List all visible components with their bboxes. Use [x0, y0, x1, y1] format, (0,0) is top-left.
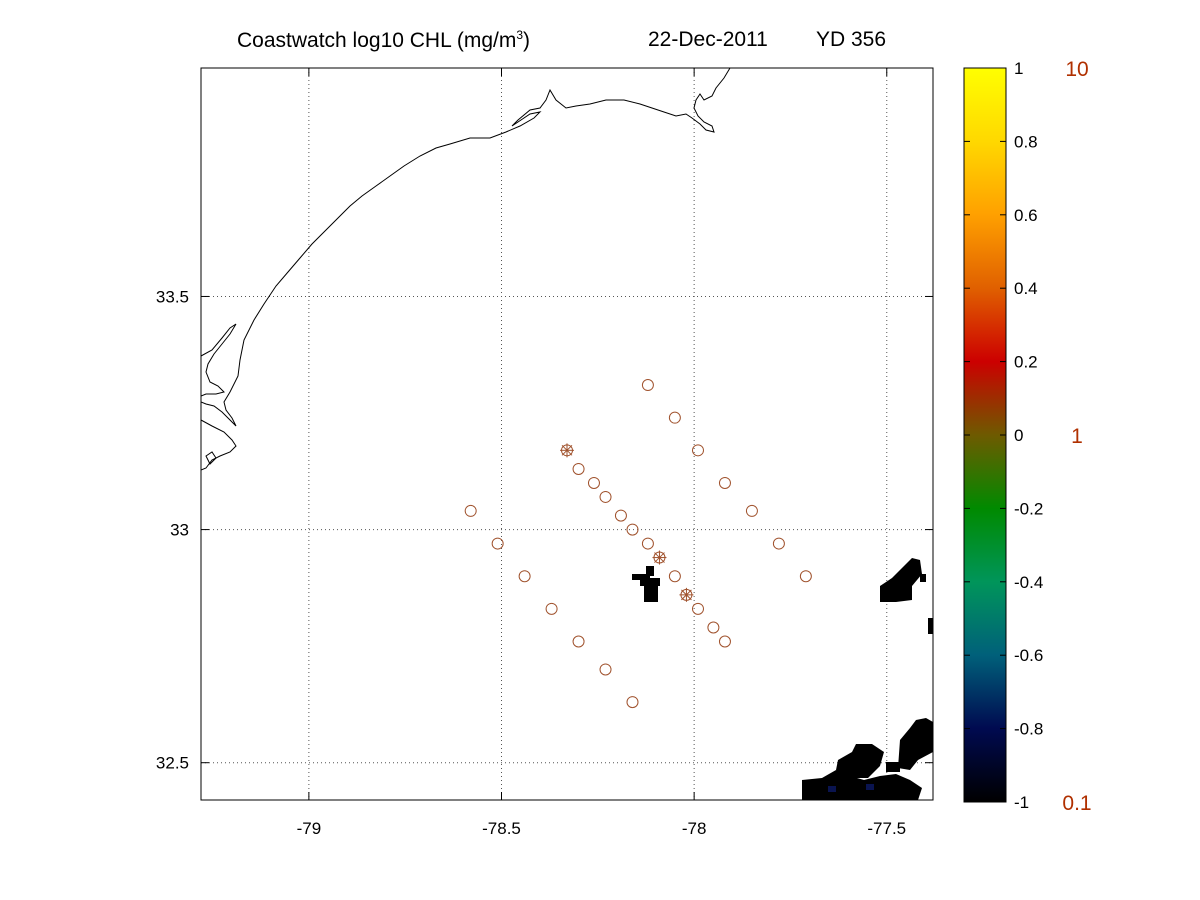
station-star-marker — [652, 550, 667, 565]
colorbar-concentration-label: 1 — [1071, 425, 1083, 448]
colorbar-concentration-label: 10 — [1065, 58, 1088, 81]
station-circle-marker — [518, 570, 531, 583]
grid-lines — [201, 68, 933, 800]
coastline-lower — [201, 419, 237, 471]
y-tick-label: 32.5 — [156, 754, 189, 773]
station-circle-marker — [626, 523, 639, 536]
x-tick-label: -78 — [682, 819, 707, 838]
station-star-marker — [679, 587, 694, 602]
station-circle-marker — [707, 621, 720, 634]
station-circle-marker — [641, 537, 654, 550]
land-mask-pixels — [632, 558, 933, 800]
station-circle-marker — [668, 411, 681, 424]
station-circle-marker — [772, 537, 785, 550]
coastline-island — [205, 451, 217, 465]
colorbar-tick-label: -0.8 — [1014, 720, 1043, 739]
station-circle-marker — [572, 462, 585, 475]
colorbar-tick-label: 0 — [1014, 426, 1023, 445]
colorbar-tick-label: -0.2 — [1014, 499, 1043, 518]
station-circle-marker — [799, 570, 812, 583]
station-circle-marker — [626, 696, 639, 709]
colorbar-tick-label: 1 — [1014, 59, 1023, 78]
station-circle-marker — [599, 490, 612, 503]
colorbar-tick-label: -1 — [1014, 793, 1029, 812]
x-tick-label: -78.5 — [482, 819, 521, 838]
station-circle-marker — [599, 663, 612, 676]
station-markers — [464, 379, 812, 709]
colorbar — [963, 67, 1007, 803]
title-unit-superscript: 3 — [516, 28, 524, 42]
x-tick-label: -77.5 — [867, 819, 906, 838]
chart-title: Coastwatch log10 CHL (mg/m3) — [237, 28, 530, 53]
coastline — [201, 68, 731, 427]
station-circle-marker — [718, 476, 731, 489]
colorbar-tick-label: -0.6 — [1014, 646, 1043, 665]
station-star-marker — [560, 443, 574, 458]
colorbar-tick-label: 0.8 — [1014, 132, 1038, 151]
coastline-inlet — [201, 323, 237, 397]
ocean-dark-pixels — [828, 784, 874, 792]
x-tick-label: -79 — [297, 819, 322, 838]
y-tick-label: 33 — [170, 521, 189, 540]
title-yearday: YD 356 — [816, 28, 887, 51]
y-tick-label: 33.5 — [156, 287, 189, 306]
station-circle-marker — [587, 476, 600, 489]
colorbar-concentration-label: 0.1 — [1062, 792, 1091, 815]
station-circle-marker — [572, 635, 585, 648]
axis-ticks: -79 -78.5 -78 -77.5 33.5 33 32.5 — [156, 68, 933, 838]
station-circle-marker — [464, 504, 477, 517]
colorbar-tick-label: 0.2 — [1014, 353, 1038, 372]
station-circle-marker — [641, 379, 654, 392]
station-circle-marker — [691, 444, 704, 457]
colorbar-tick-label: -0.4 — [1014, 573, 1043, 592]
map-frame — [200, 67, 934, 801]
station-circle-marker — [691, 602, 704, 615]
station-circle-marker — [491, 537, 504, 550]
colorbar-tick-label: 0.4 — [1014, 279, 1038, 298]
station-circle-marker — [614, 509, 627, 522]
station-circle-marker — [668, 570, 681, 583]
title-date: 22-Dec-2011 — [648, 28, 768, 51]
station-circle-marker — [718, 635, 731, 648]
colorbar-tick-label: 0.6 — [1014, 206, 1038, 225]
station-circle-marker — [745, 504, 758, 517]
title-main-prefix: Coastwatch log10 CHL (mg/m — [237, 29, 517, 52]
station-circle-marker — [545, 602, 558, 615]
title-main-suffix: ) — [523, 29, 531, 52]
colorbar-ticks: 1 0.8 0.6 0.4 0.2 0 -0.2 -0.4 -0.6 -0.8 -1 10 1 0.1 — [964, 58, 1092, 815]
